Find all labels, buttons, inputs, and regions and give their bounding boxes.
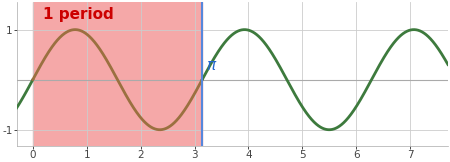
- Bar: [33, 2, 202, 146]
- Text: $\pi$: $\pi$: [206, 58, 217, 73]
- Text: 1 period: 1 period: [42, 7, 113, 22]
